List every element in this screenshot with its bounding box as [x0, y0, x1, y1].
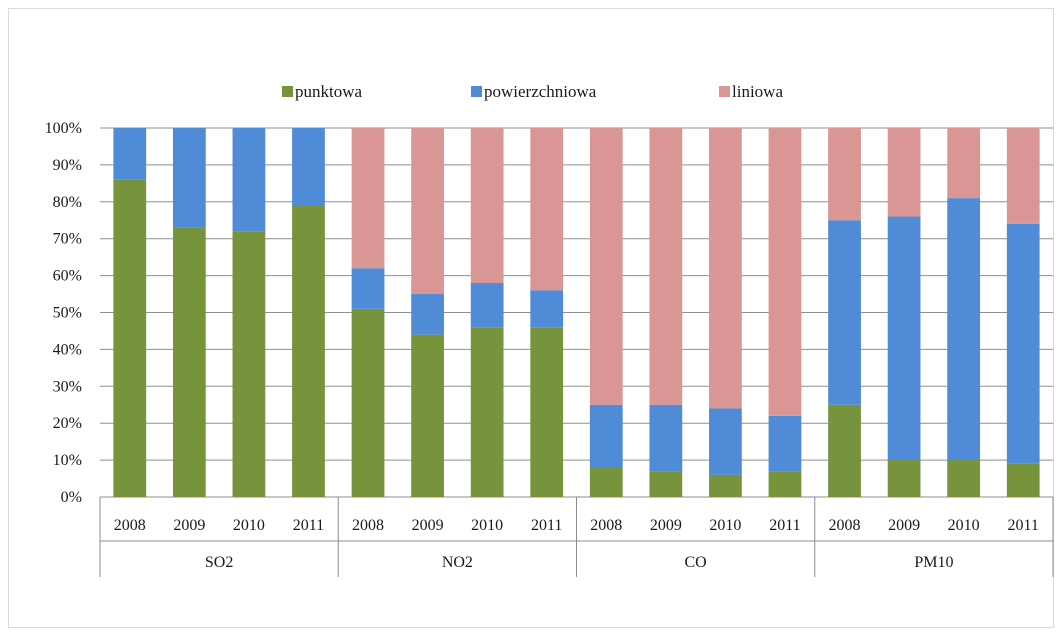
y-tick-label: 30% [53, 378, 82, 395]
x-tick-year: 2011 [293, 517, 324, 534]
bars [113, 128, 1040, 498]
bar-powierzchniowa-PM10-2008 [828, 220, 861, 405]
x-group-label: CO [685, 554, 707, 571]
x-tick-year: 2009 [412, 517, 444, 534]
x-tick-year: 2008 [590, 517, 622, 534]
bar-liniowa-PM10-2008 [828, 128, 861, 221]
bar-punktowa-NO2-2009 [411, 334, 444, 497]
bar-punktowa-SO2-2008 [113, 179, 147, 497]
bar-powierzchniowa-SO2-2010 [232, 128, 266, 232]
x-tick-year: 2010 [948, 517, 980, 534]
bar-powierzchniowa-CO-2011 [768, 415, 802, 472]
x-tick-year: 2008 [829, 517, 861, 534]
bar-liniowa-NO2-2009 [411, 128, 444, 295]
bar-liniowa-PM10-2009 [887, 128, 921, 217]
bar-powierzchniowa-CO-2008 [589, 404, 623, 468]
y-tick-label: 60% [53, 268, 82, 285]
x-tick-year: 2011 [531, 517, 562, 534]
bar-liniowa-CO-2008 [589, 128, 623, 405]
y-tick-label: 100% [45, 120, 82, 137]
legend-label-powierzchniowa: powierzchniowa [484, 82, 597, 101]
bar-liniowa-NO2-2010 [470, 128, 504, 283]
bar-liniowa-NO2-2011 [530, 128, 564, 291]
x-group-label: PM10 [914, 554, 953, 571]
x-tick-year: 2009 [173, 517, 205, 534]
x-tick-year: 2008 [114, 517, 146, 534]
y-axis-ticks: 0% 10% 20% 30% 40% 50% 60% 70% 80% 90% 100% [45, 120, 82, 506]
x-tick-year: 2011 [1008, 517, 1039, 534]
bar-punktowa-NO2-2010 [470, 327, 504, 497]
x-tick-year: 2009 [650, 517, 682, 534]
y-tick-label: 40% [53, 341, 82, 358]
bar-punktowa-PM10-2011 [1006, 463, 1040, 497]
bar-liniowa-PM10-2011 [1006, 128, 1040, 224]
y-tick-label: 20% [53, 415, 82, 432]
bar-punktowa-PM10-2009 [887, 460, 921, 497]
legend-swatch-liniowa [719, 86, 730, 97]
legend-label-liniowa: liniowa [732, 82, 783, 101]
bar-liniowa-PM10-2010 [947, 128, 981, 199]
legend-swatch-punktowa [282, 86, 293, 97]
x-tick-year: 2011 [769, 517, 800, 534]
bar-powierzchniowa-NO2-2009 [411, 294, 444, 335]
x-tick-year: 2009 [888, 517, 920, 534]
x-group-label: SO2 [205, 554, 233, 571]
bar-powierzchniowa-CO-2010 [709, 408, 742, 475]
bar-liniowa-NO2-2008 [351, 128, 385, 269]
bar-punktowa-SO2-2010 [232, 231, 266, 497]
bar-powierzchniowa-PM10-2010 [947, 198, 981, 461]
bar-powierzchniowa-NO2-2008 [351, 268, 385, 309]
bar-punktowa-PM10-2008 [828, 404, 861, 497]
x-tick-year: 2010 [233, 517, 265, 534]
bar-punktowa-CO-2009 [649, 471, 683, 497]
bar-liniowa-CO-2009 [649, 128, 683, 405]
legend-swatch-powierzchniowa [471, 86, 482, 97]
y-tick-label: 90% [53, 157, 82, 174]
bar-punktowa-PM10-2010 [947, 460, 981, 497]
y-tick-label: 0% [61, 489, 82, 506]
x-tick-year: 2010 [471, 517, 503, 534]
bar-powierzchniowa-SO2-2011 [292, 128, 325, 206]
bar-punktowa-NO2-2011 [530, 327, 564, 497]
y-tick-label: 10% [53, 452, 82, 469]
legend: punktowa powierzchniowa liniowa [282, 82, 783, 101]
bar-punktowa-CO-2010 [709, 474, 742, 497]
x-group-label: NO2 [442, 554, 473, 571]
bar-punktowa-CO-2011 [768, 471, 802, 497]
bar-punktowa-NO2-2008 [351, 308, 385, 497]
bar-liniowa-CO-2010 [709, 128, 742, 409]
bar-powierzchniowa-PM10-2011 [1006, 223, 1040, 464]
legend-label-punktowa: punktowa [295, 82, 363, 101]
x-axis: 2008 2009 2010 2011 SO2 2008 2009 2010 2011 NO2 20… [99, 497, 1054, 577]
bar-powierzchniowa-SO2-2008 [113, 128, 147, 180]
y-tick-label: 70% [53, 231, 82, 248]
x-tick-year: 2010 [709, 517, 741, 534]
bar-punktowa-SO2-2009 [172, 227, 206, 497]
bar-powierzchniowa-PM10-2009 [887, 216, 921, 461]
x-tick-year: 2008 [352, 517, 384, 534]
bar-powierzchniowa-NO2-2011 [530, 290, 564, 328]
bar-powierzchniowa-NO2-2010 [470, 282, 504, 328]
bar-powierzchniowa-CO-2009 [649, 404, 683, 472]
bar-punktowa-CO-2008 [589, 467, 623, 497]
bar-powierzchniowa-SO2-2009 [172, 128, 206, 228]
y-tick-label: 80% [53, 194, 82, 211]
y-tick-label: 50% [53, 305, 82, 322]
bar-punktowa-SO2-2011 [292, 205, 325, 498]
bar-liniowa-CO-2011 [768, 128, 802, 416]
